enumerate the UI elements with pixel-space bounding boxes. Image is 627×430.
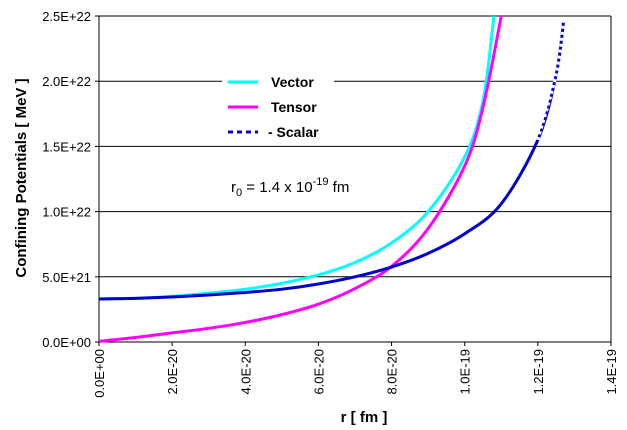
series-line-tensor [98, 15, 503, 343]
plot-area [98, 16, 612, 342]
legend-label-vector: Vector [271, 74, 314, 90]
y-tick-label-0: 0.0E+00 [42, 335, 91, 350]
r0-exponent: -19 [313, 176, 329, 188]
legend: Vector Tensor - Scalar [222, 66, 334, 144]
y-tick-label-1: 5.0E+21 [42, 270, 91, 285]
x-tick-label-4: 8.0E-20 [385, 349, 400, 395]
x-tick-label-5: 1.0E-19 [458, 349, 473, 395]
legend-label-tensor: Tensor [271, 99, 317, 115]
series-dash-scalar [536, 22, 565, 141]
x-tick-label-6: 1.2E-19 [531, 349, 546, 395]
series-layer [98, 15, 565, 343]
x-tick-label-0: 0.0E+00 [92, 349, 107, 398]
x-tick-label-3: 6.0E-20 [311, 349, 326, 395]
x-axis-title: r [ fm ] [341, 409, 388, 426]
gridlines [99, 15, 611, 343]
r0-annotation: r0 = 1.4 x 10-19 fm [231, 176, 349, 199]
x-tick-label-2: 4.0E-20 [238, 349, 253, 395]
x-axis: 0.0E+00 2.0E-20 4.0E-20 6.0E-20 8.0E-20 1.0E-… [92, 342, 619, 398]
y-tick-label-4: 2.0E+22 [42, 74, 91, 89]
r0-unit: fm [329, 179, 350, 196]
series-line-vector [98, 15, 496, 301]
r0-value: = 1.4 x 10 [242, 179, 312, 196]
y-axis: 0.0E+00 5.0E+21 1.0E+22 1.5E+22 2.0E+22 2.5E+… [42, 9, 99, 350]
y-tick-label-5: 2.5E+22 [42, 9, 91, 24]
r0-subscript: 0 [236, 187, 242, 199]
x-tick-label-7: 1.4E-19 [604, 349, 619, 395]
r0-symbol: r [231, 179, 236, 196]
y-axis-title: Confining Potentials [ MeV ] [13, 78, 30, 277]
series-line-scalar [98, 22, 565, 301]
y-tick-label-2: 1.0E+22 [42, 205, 91, 220]
x-tick-label-1: 2.0E-20 [165, 349, 180, 395]
legend-label-scalar: - Scalar [268, 124, 319, 140]
y-tick-label-3: 1.5E+22 [42, 139, 91, 154]
